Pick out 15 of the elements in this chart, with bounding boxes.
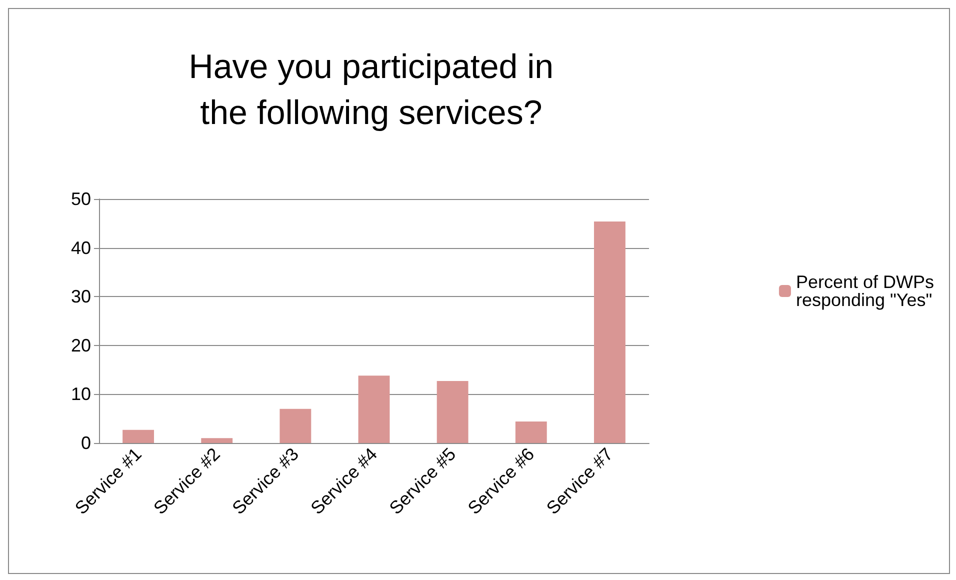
bar — [515, 422, 547, 443]
y-tick-label: 40 — [70, 238, 91, 258]
y-tick-label: 20 — [70, 335, 91, 356]
bar — [358, 376, 390, 443]
y-tick-label: 0 — [80, 433, 91, 453]
bar — [436, 381, 468, 443]
bar — [201, 438, 233, 443]
chart-title: Have you participated in the following services? — [188, 48, 554, 132]
y-tick-label: 30 — [70, 286, 91, 307]
bar — [122, 430, 154, 443]
y-tick-label: 50 — [70, 189, 91, 209]
y-tick-label: 10 — [70, 384, 91, 404]
bar — [594, 221, 626, 443]
legend-label: Percent of DWPs responding "Yes" — [796, 272, 934, 310]
bar — [280, 408, 312, 443]
